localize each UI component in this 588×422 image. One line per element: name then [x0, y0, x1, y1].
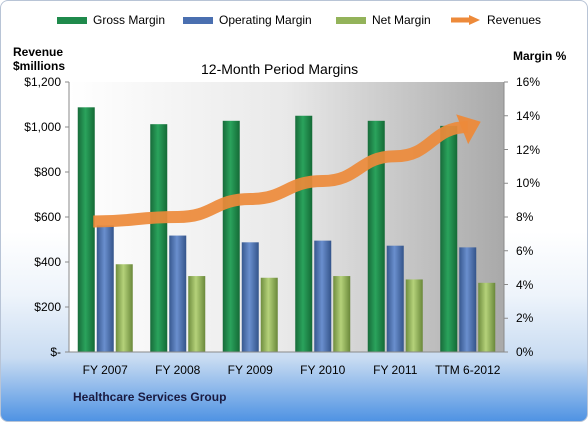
legend-net-margin: Net Margin: [336, 13, 431, 27]
operating-margin-bar: [386, 245, 404, 352]
legend-operating-margin-swatch: [183, 16, 213, 24]
x-tick-label: FY 2011: [373, 363, 418, 377]
x-tick-label: FY 2007: [82, 363, 128, 377]
company-name: Healthcare Services Group: [73, 390, 227, 404]
left-axis-title-line1: Revenue: [13, 45, 64, 59]
legend-gross-margin-swatch: [57, 16, 87, 24]
right-axis-title: Margin %: [513, 49, 567, 63]
legend-operating-margin: Operating Margin: [183, 13, 312, 27]
right-tick-label: 6%: [516, 243, 534, 258]
gross-margin-bar: [367, 120, 385, 352]
right-tick-label: 8%: [516, 210, 534, 224]
legend-operating-margin-label: Operating Margin: [219, 13, 312, 27]
revenues-arrowhead: [456, 114, 481, 145]
revenues-line: [93, 121, 469, 228]
right-tick-label: 16%: [516, 75, 541, 89]
left-tick-label: $800: [34, 165, 61, 179]
legend-net-margin-swatch: [336, 16, 366, 24]
net-margin-bar: [478, 282, 496, 352]
gross-margin-bar: [77, 107, 95, 352]
operating-margin-bar: [96, 225, 114, 352]
legend-revenues-label: Revenues: [487, 13, 542, 27]
legend-gross-margin-label: Gross Margin: [93, 13, 166, 27]
left-tick-label: $1,200: [24, 75, 61, 89]
gross-margin-bar: [295, 115, 313, 352]
x-tick-label: TTM 6-2012: [435, 363, 501, 377]
gross-margin-bar: [150, 124, 168, 352]
left-tick-label: $1,000: [24, 120, 61, 134]
chart-title: 12-Month Period Margins: [201, 61, 359, 77]
legend-net-margin-label: Net Margin: [372, 13, 431, 27]
left-tick-label: $200: [34, 300, 61, 314]
left-tick-label: $-: [50, 345, 61, 359]
net-margin-bar: [260, 277, 278, 352]
legend-gross-margin: Gross Margin: [57, 13, 165, 27]
gross-margin-bar: [222, 120, 240, 352]
operating-margin-bar: [314, 240, 332, 352]
x-tick-label: FY 2009: [227, 363, 273, 377]
legend-revenues-arrow-icon: [451, 15, 480, 25]
right-tick-label: 10%: [516, 176, 541, 191]
right-tick-label: 14%: [516, 108, 541, 123]
right-tick-label: 2%: [516, 311, 534, 326]
right-tick-label: 12%: [516, 142, 541, 157]
right-tick-label: 0%: [516, 345, 534, 359]
net-margin-bar: [405, 279, 423, 352]
x-tick-label: FY 2010: [300, 363, 346, 377]
gross-margin-bar: [440, 125, 458, 352]
right-tick-label: 4%: [516, 277, 534, 292]
operating-margin-bar: [241, 242, 259, 352]
net-margin-bar: [188, 276, 206, 352]
legend-revenues: Revenues: [449, 13, 541, 27]
left-tick-label: $600: [34, 210, 61, 224]
operating-margin-bar: [459, 247, 477, 352]
net-margin-bar: [115, 264, 133, 352]
left-axis-title-line2: $millions: [13, 59, 66, 73]
left-tick-label: $400: [34, 255, 61, 269]
net-margin-bar: [333, 276, 351, 352]
x-tick-label: FY 2008: [155, 363, 201, 377]
operating-margin-bar: [169, 235, 187, 352]
